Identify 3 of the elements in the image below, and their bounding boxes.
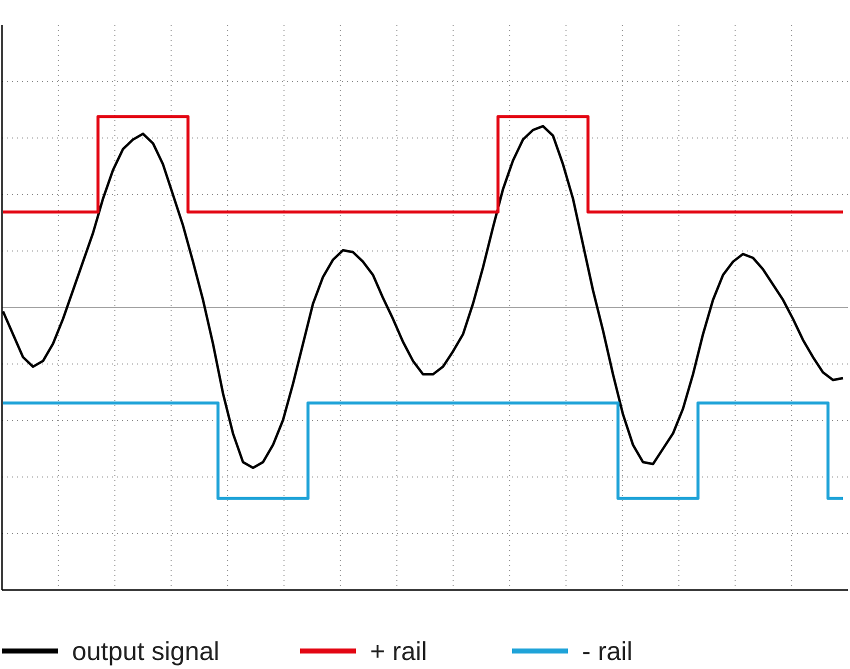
legend-label: + rail (370, 636, 428, 666)
legend-label: output signal (72, 636, 220, 666)
legend-label: - rail (582, 636, 633, 666)
